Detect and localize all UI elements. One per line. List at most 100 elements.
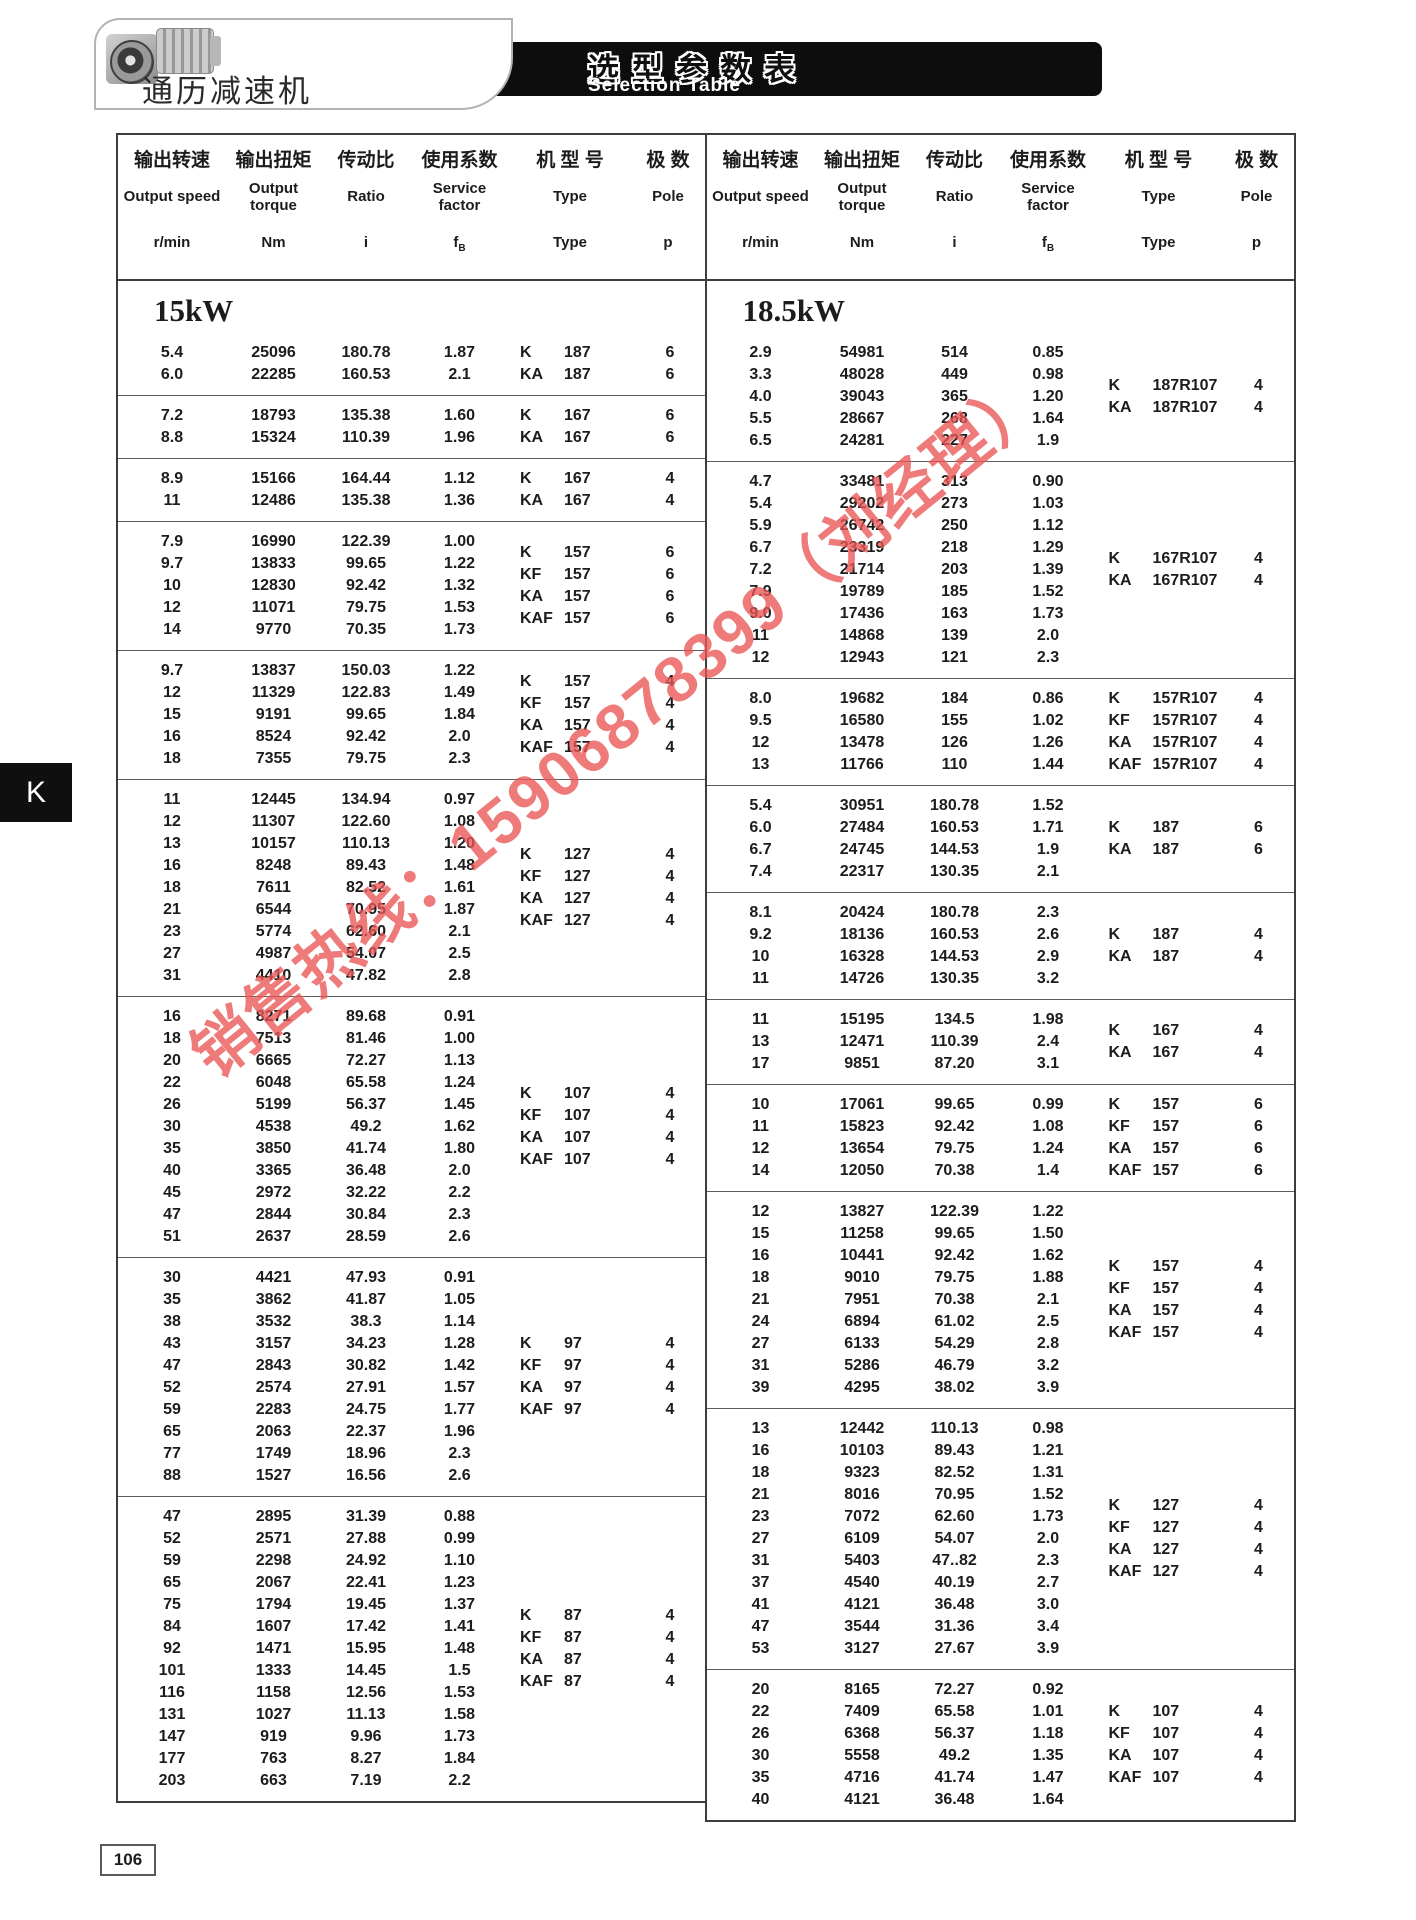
speed-value: 59 bbox=[163, 1552, 181, 1569]
ratio-value: 62.60 bbox=[345, 923, 387, 940]
factor-value: 1.96 bbox=[443, 1423, 476, 1440]
header-unit: r/min bbox=[153, 234, 191, 251]
factor-value: 1.26 bbox=[1032, 734, 1064, 751]
speed-value: 147 bbox=[158, 1728, 186, 1745]
gear-reducer-photo bbox=[106, 24, 221, 88]
pole-value: 6 bbox=[665, 588, 675, 605]
type-block: K 157 6 KF 157 6 KA 157 6 KAF 157 6 bbox=[1097, 1094, 1294, 1182]
speed-value: 26 bbox=[751, 1725, 770, 1742]
speed-value: 23 bbox=[163, 923, 181, 940]
speed-value: 7.2 bbox=[749, 561, 772, 578]
type-row: KAF 157 6 bbox=[1097, 1160, 1294, 1182]
type-prefix: KF bbox=[520, 1357, 542, 1374]
torque-value: 2571 bbox=[255, 1530, 292, 1547]
ratio-value: 41.87 bbox=[345, 1291, 387, 1308]
type-row: K 167 4 bbox=[1097, 1020, 1294, 1042]
speed-value: 5.9 bbox=[749, 517, 772, 534]
type-model: 157 bbox=[1152, 1324, 1180, 1341]
speed-value: 31 bbox=[751, 1357, 770, 1374]
table-section: 47 2895 31.39 0.88 52 2571 27.88 0.99 59 2298 24.9… bbox=[118, 1496, 705, 1801]
pole-value: 4 bbox=[665, 717, 675, 734]
type-model: 87 bbox=[564, 1629, 582, 1646]
header-label-en: Output speed bbox=[123, 188, 221, 206]
pole-value: 6 bbox=[665, 407, 675, 424]
speed-value: 26 bbox=[163, 1096, 181, 1113]
header-cell: 传动比 Ratio i bbox=[910, 145, 1000, 279]
torque-value: 7611 bbox=[256, 879, 291, 896]
header-unit: Type bbox=[1141, 234, 1176, 251]
table-row: 5.4 30951 180.78 1.52 bbox=[707, 795, 1097, 817]
torque-value: 16580 bbox=[839, 712, 885, 729]
type-row: KA 187 6 bbox=[1097, 839, 1294, 861]
ratio-value: 22.41 bbox=[345, 1574, 387, 1591]
torque-value: 48028 bbox=[839, 366, 885, 383]
table-row: 11 15823 92.42 1.08 bbox=[707, 1116, 1097, 1138]
type-prefix: KF bbox=[520, 695, 542, 712]
ratio-value: 139 bbox=[941, 627, 968, 644]
ratio-value: 19.45 bbox=[345, 1596, 387, 1613]
pole-value: 6 bbox=[665, 566, 675, 583]
speed-value: 20 bbox=[163, 1052, 181, 1069]
type-model: 167R107 bbox=[1152, 550, 1218, 567]
speed-value: 47 bbox=[163, 1508, 181, 1525]
ratio-value: 110.39 bbox=[930, 1033, 979, 1050]
table-section: 16 8271 89.68 0.91 18 7513 81.46 1.00 20 6665 72.2… bbox=[118, 996, 705, 1257]
factor-value: 1.60 bbox=[443, 407, 476, 424]
speed-value: 11 bbox=[752, 627, 769, 644]
page-title: 选型参数表 bbox=[588, 52, 808, 87]
type-row: KAF 127 4 bbox=[508, 910, 705, 932]
ratio-value: 227 bbox=[941, 432, 968, 449]
ratio-value: 82.52 bbox=[345, 879, 387, 896]
pole-value: 4 bbox=[665, 912, 675, 929]
ratio-value: 89.43 bbox=[345, 857, 387, 874]
ratio-value: 160.53 bbox=[341, 366, 391, 383]
type-prefix: KA bbox=[520, 1651, 544, 1668]
type-prefix: KF bbox=[1108, 1118, 1130, 1135]
ratio-value: 54.07 bbox=[934, 1530, 975, 1547]
table-row: 16 8271 89.68 0.91 bbox=[118, 1006, 508, 1028]
pole-value: 4 bbox=[1254, 1541, 1263, 1558]
factor-value: 1.87 bbox=[443, 901, 476, 918]
table-row: 9.7 13837 150.03 1.22 bbox=[118, 660, 508, 682]
table-row: 35 3850 41.74 1.80 bbox=[118, 1138, 508, 1160]
factor-value: 0.86 bbox=[1032, 690, 1064, 707]
type-prefix: KA bbox=[520, 366, 544, 383]
data-rows: 5.4 30951 180.78 1.52 6.0 27484 160.53 1.71 6.7 2… bbox=[707, 795, 1097, 883]
type-row: KA 157 4 bbox=[508, 715, 705, 737]
ratio-value: 31.39 bbox=[345, 1508, 387, 1525]
type-row: K 167 6 bbox=[508, 405, 705, 427]
speed-value: 12 bbox=[163, 813, 181, 830]
type-model: 127 bbox=[564, 890, 591, 907]
factor-value: 1.52 bbox=[1032, 797, 1064, 814]
header-label-cn: 机 型 号 bbox=[536, 150, 604, 171]
table-row: 8.8 15324 110.39 1.96 bbox=[118, 427, 508, 449]
pole-value: 4 bbox=[1254, 550, 1263, 567]
torque-value: 15823 bbox=[839, 1118, 885, 1135]
table-row: 203 663 7.19 2.2 bbox=[118, 1770, 508, 1792]
speed-value: 9.7 bbox=[160, 555, 184, 572]
table-row: 31 5286 46.79 3.2 bbox=[707, 1355, 1097, 1377]
table-row: 23 5774 62.60 2.1 bbox=[118, 921, 508, 943]
type-model: 187 bbox=[564, 366, 591, 383]
table-row: 177 763 8.27 1.84 bbox=[118, 1748, 508, 1770]
ratio-value: 36.48 bbox=[345, 1162, 387, 1179]
factor-value: 2.3 bbox=[1036, 904, 1060, 921]
torque-value: 2972 bbox=[255, 1184, 292, 1201]
speed-value: 30 bbox=[163, 1269, 181, 1286]
torque-value: 25096 bbox=[251, 344, 296, 361]
ratio-value: 92.42 bbox=[345, 728, 387, 745]
torque-value: 10157 bbox=[251, 835, 296, 852]
speed-value: 2.9 bbox=[749, 344, 772, 361]
torque-value: 15324 bbox=[251, 429, 296, 446]
factor-value: 1.64 bbox=[1032, 410, 1064, 427]
pole-value: 4 bbox=[1254, 712, 1263, 729]
ratio-value: 144.53 bbox=[930, 948, 979, 965]
table-row: 18 7611 82.52 1.61 bbox=[118, 877, 508, 899]
ratio-value: 92.42 bbox=[934, 1247, 975, 1264]
speed-value: 8.1 bbox=[749, 904, 772, 921]
speed-value: 7.4 bbox=[749, 863, 772, 880]
page-number: 106 bbox=[100, 1844, 156, 1876]
table-row: 47 2843 30.82 1.42 bbox=[118, 1355, 508, 1377]
factor-value: 0.92 bbox=[1032, 1681, 1064, 1698]
pole-value: 6 bbox=[1254, 819, 1263, 836]
